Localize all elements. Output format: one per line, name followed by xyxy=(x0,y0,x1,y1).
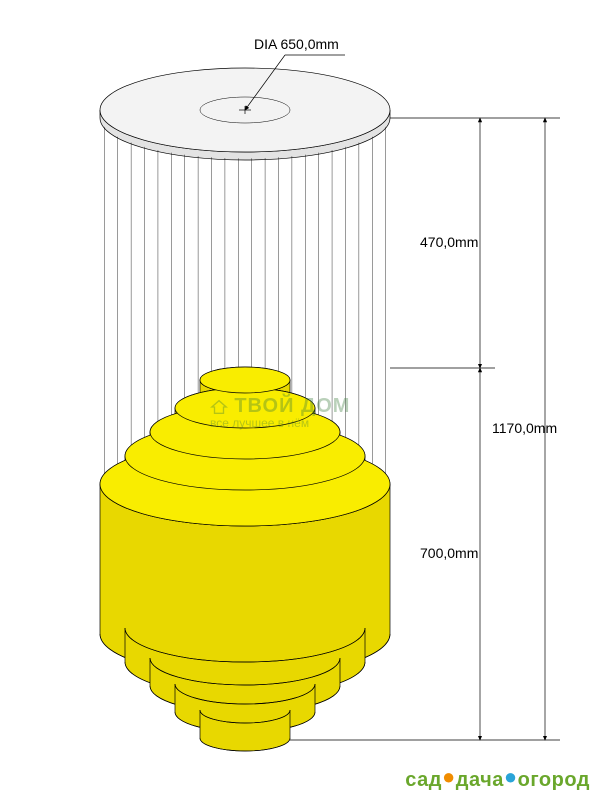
drawing-svg xyxy=(0,0,600,800)
footer-dot-2: ● xyxy=(504,764,518,789)
footer-word-3: огород xyxy=(518,769,590,791)
diagram-stage: DIA 650,0mm 470,0mm 700,0mm 1170,0mm ТВО… xyxy=(0,0,600,800)
footer-word-1: сад xyxy=(405,769,442,791)
label-total-height: 1170,0mm xyxy=(492,420,557,436)
label-diameter: DIA 650,0mm xyxy=(254,36,339,52)
footer-word-2: дача xyxy=(456,769,504,791)
footer-logo: сад●дача●огород xyxy=(405,766,590,792)
label-lower-height: 700,0mm xyxy=(420,545,478,561)
label-upper-height: 470,0mm xyxy=(420,234,478,250)
footer-dot-1: ● xyxy=(442,764,456,789)
